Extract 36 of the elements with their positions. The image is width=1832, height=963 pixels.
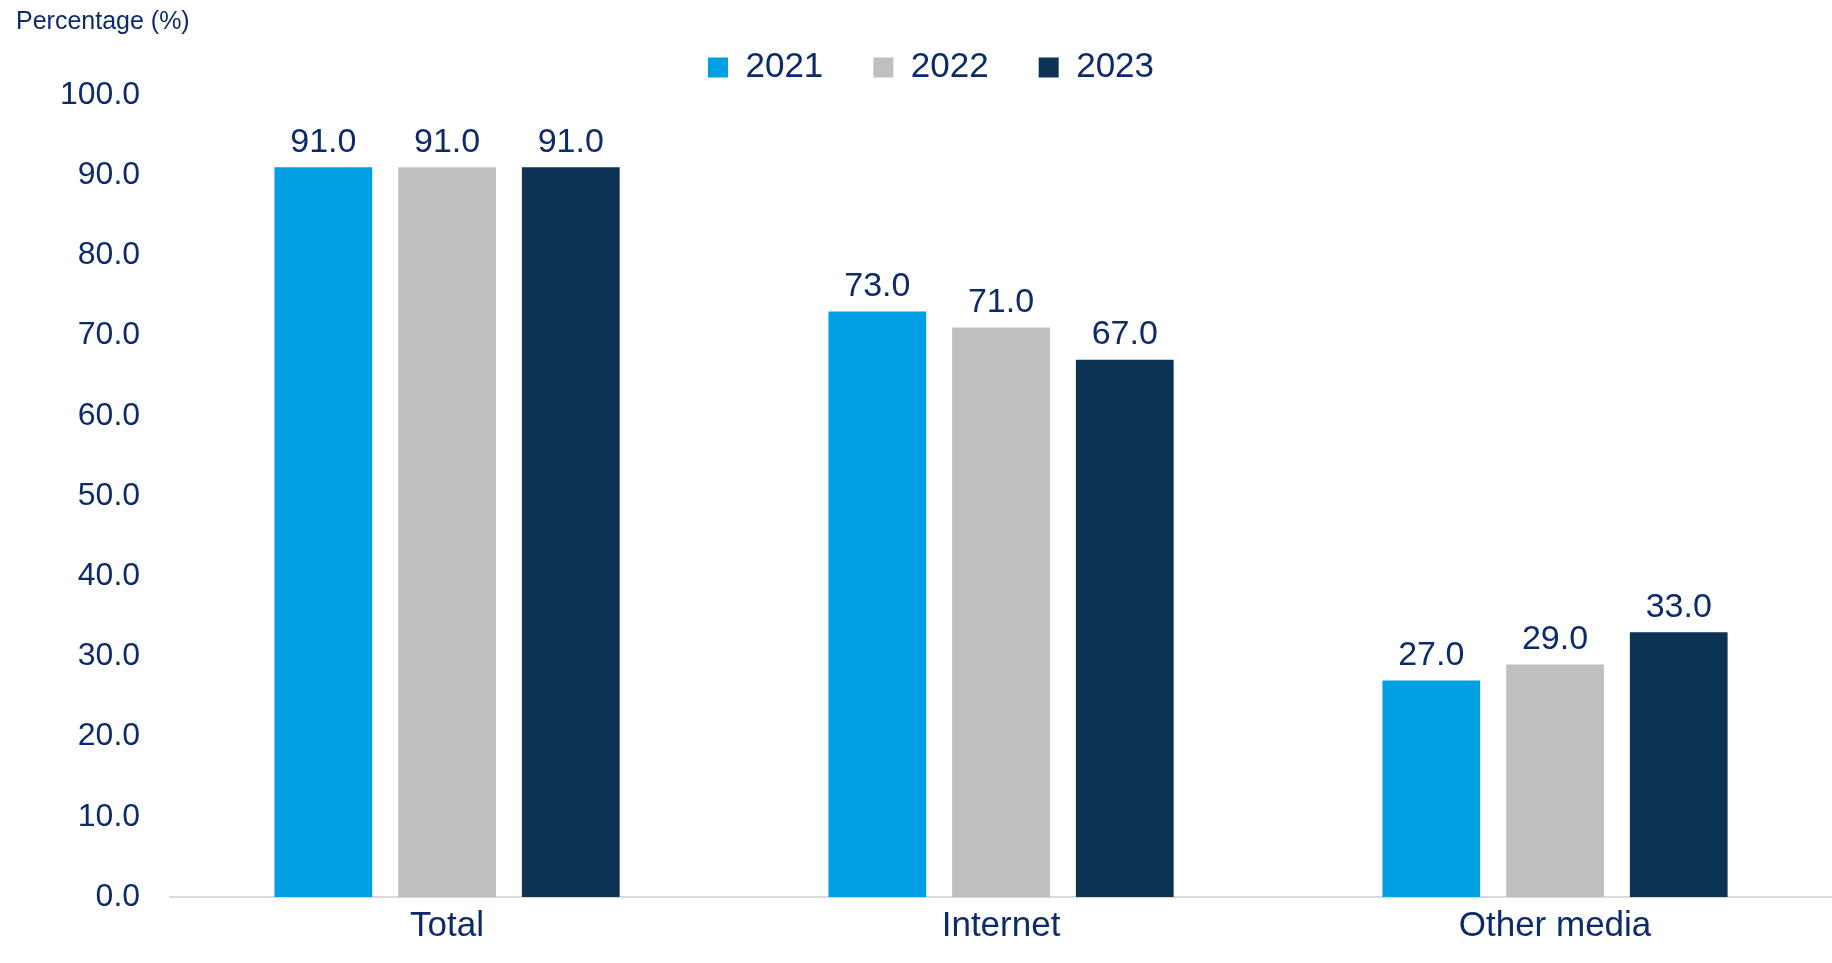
data-label: 91.0 — [413, 120, 481, 159]
y-tick-label: 100.0 — [60, 74, 141, 111]
y-tick-label: 40.0 — [77, 556, 141, 593]
data-label: 27.0 — [1398, 633, 1465, 672]
data-label: 91.0 — [537, 120, 604, 159]
bar — [274, 167, 373, 897]
y-tick-label: 60.0 — [77, 395, 141, 432]
legend-label: 2022 — [910, 45, 989, 85]
y-axis-title: Percentage (%) — [16, 6, 190, 35]
bar — [1629, 632, 1728, 897]
x-tick-label: Other media — [1458, 903, 1652, 943]
bar — [1075, 359, 1174, 897]
data-label: 73.0 — [844, 264, 911, 303]
bar — [1382, 680, 1481, 897]
legend-label: 2023 — [1076, 45, 1155, 85]
y-tick-label: 50.0 — [77, 475, 141, 512]
bar — [398, 167, 496, 897]
data-label: 33.0 — [1645, 585, 1712, 624]
y-tick-label: 80.0 — [77, 235, 141, 272]
y-tick-label: 0.0 — [95, 876, 141, 913]
data-label: 71.0 — [967, 280, 1035, 319]
bar — [828, 311, 927, 897]
data-label: 29.0 — [1521, 617, 1589, 656]
x-tick-label: Total — [410, 903, 485, 943]
y-tick-label: 10.0 — [77, 796, 141, 833]
y-tick-label: 70.0 — [77, 315, 141, 352]
bar — [521, 167, 620, 897]
y-tick-label: 20.0 — [77, 716, 141, 753]
x-tick-label: Internet — [941, 903, 1061, 943]
y-tick-label: 90.0 — [77, 155, 141, 192]
bar — [1506, 664, 1604, 897]
data-label: 91.0 — [290, 120, 357, 159]
legend-label: 2021 — [745, 45, 824, 85]
y-tick-label: 30.0 — [77, 636, 141, 673]
bar — [952, 327, 1050, 897]
data-label: 67.0 — [1091, 313, 1158, 352]
